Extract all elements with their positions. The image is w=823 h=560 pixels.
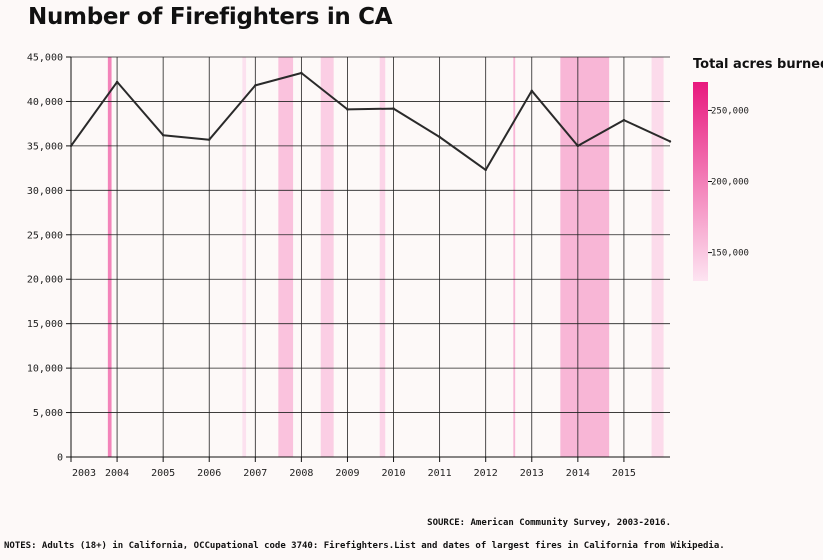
y-tick-label: 45,000 xyxy=(27,53,63,64)
x-tick-label: 2009 xyxy=(335,468,359,479)
data-point xyxy=(254,84,257,87)
x-tick-label: 2013 xyxy=(520,468,544,479)
data-point xyxy=(576,144,580,148)
data-point xyxy=(346,108,349,111)
x-tick-label: 2010 xyxy=(381,468,405,479)
fire-band xyxy=(560,57,610,457)
y-tick-label: 15,000 xyxy=(27,319,63,330)
data-point xyxy=(622,118,626,122)
chart-title: Number of Firefighters in CA xyxy=(28,4,393,30)
data-point xyxy=(530,89,533,92)
fire-band xyxy=(320,57,334,457)
fire-band xyxy=(379,57,386,457)
x-tick-label: 2004 xyxy=(105,468,129,479)
data-point xyxy=(300,71,303,75)
data-point xyxy=(438,135,441,139)
series-line-layer xyxy=(69,71,672,172)
series-line xyxy=(70,72,671,171)
legend: Total acres burned 150,000 200,000 250,000 xyxy=(693,57,823,281)
data-point xyxy=(484,168,487,172)
x-tick-label: 2008 xyxy=(289,468,313,479)
y-tick-label: 20,000 xyxy=(27,275,63,286)
data-point xyxy=(392,107,395,110)
legend-tick-label: 150,000 xyxy=(711,249,749,259)
data-point xyxy=(161,134,165,137)
fire-band xyxy=(278,57,294,457)
y-tick-label: 10,000 xyxy=(27,364,63,375)
data-point xyxy=(69,144,73,148)
x-tick-label: 2007 xyxy=(243,468,267,479)
legend-title: Total acres burned xyxy=(693,57,823,72)
legend-tick-label: 250,000 xyxy=(711,106,749,116)
y-tick-label: 25,000 xyxy=(27,230,63,241)
fire-band xyxy=(513,57,516,457)
footnote: NOTES: Adults (18+) in California, OCCup… xyxy=(4,541,725,551)
x-tick-label: 2005 xyxy=(151,468,175,479)
data-point xyxy=(115,80,119,84)
x-tick-label: 2015 xyxy=(612,468,636,479)
data-point xyxy=(208,138,211,141)
x-tick-label: 2011 xyxy=(428,468,452,479)
fire-bands xyxy=(107,57,664,457)
x-tick-label: 2006 xyxy=(197,468,221,479)
x-tick-label: 2014 xyxy=(566,468,590,479)
y-tick-label: 30,000 xyxy=(27,186,63,197)
axes: 0 5,000 10,000 15,000 20,000 25,000 30,000 35,0… xyxy=(27,53,670,479)
fire-band xyxy=(107,57,112,457)
fire-band xyxy=(651,57,664,457)
legend-color-bar xyxy=(693,82,708,281)
source-note: SOURCE: American Community Survey, 2003-… xyxy=(427,518,671,528)
y-tick-label: 5,000 xyxy=(33,408,63,419)
fire-band xyxy=(242,57,247,457)
x-tick-label: 2012 xyxy=(474,468,498,479)
y-tick-label: 35,000 xyxy=(27,141,63,152)
data-point xyxy=(668,140,672,143)
x-tick-label: 2003 xyxy=(72,468,96,479)
y-tick-label: 40,000 xyxy=(27,97,63,108)
y-tick-label: 0 xyxy=(57,453,63,464)
legend-tick-label: 200,000 xyxy=(711,178,749,188)
